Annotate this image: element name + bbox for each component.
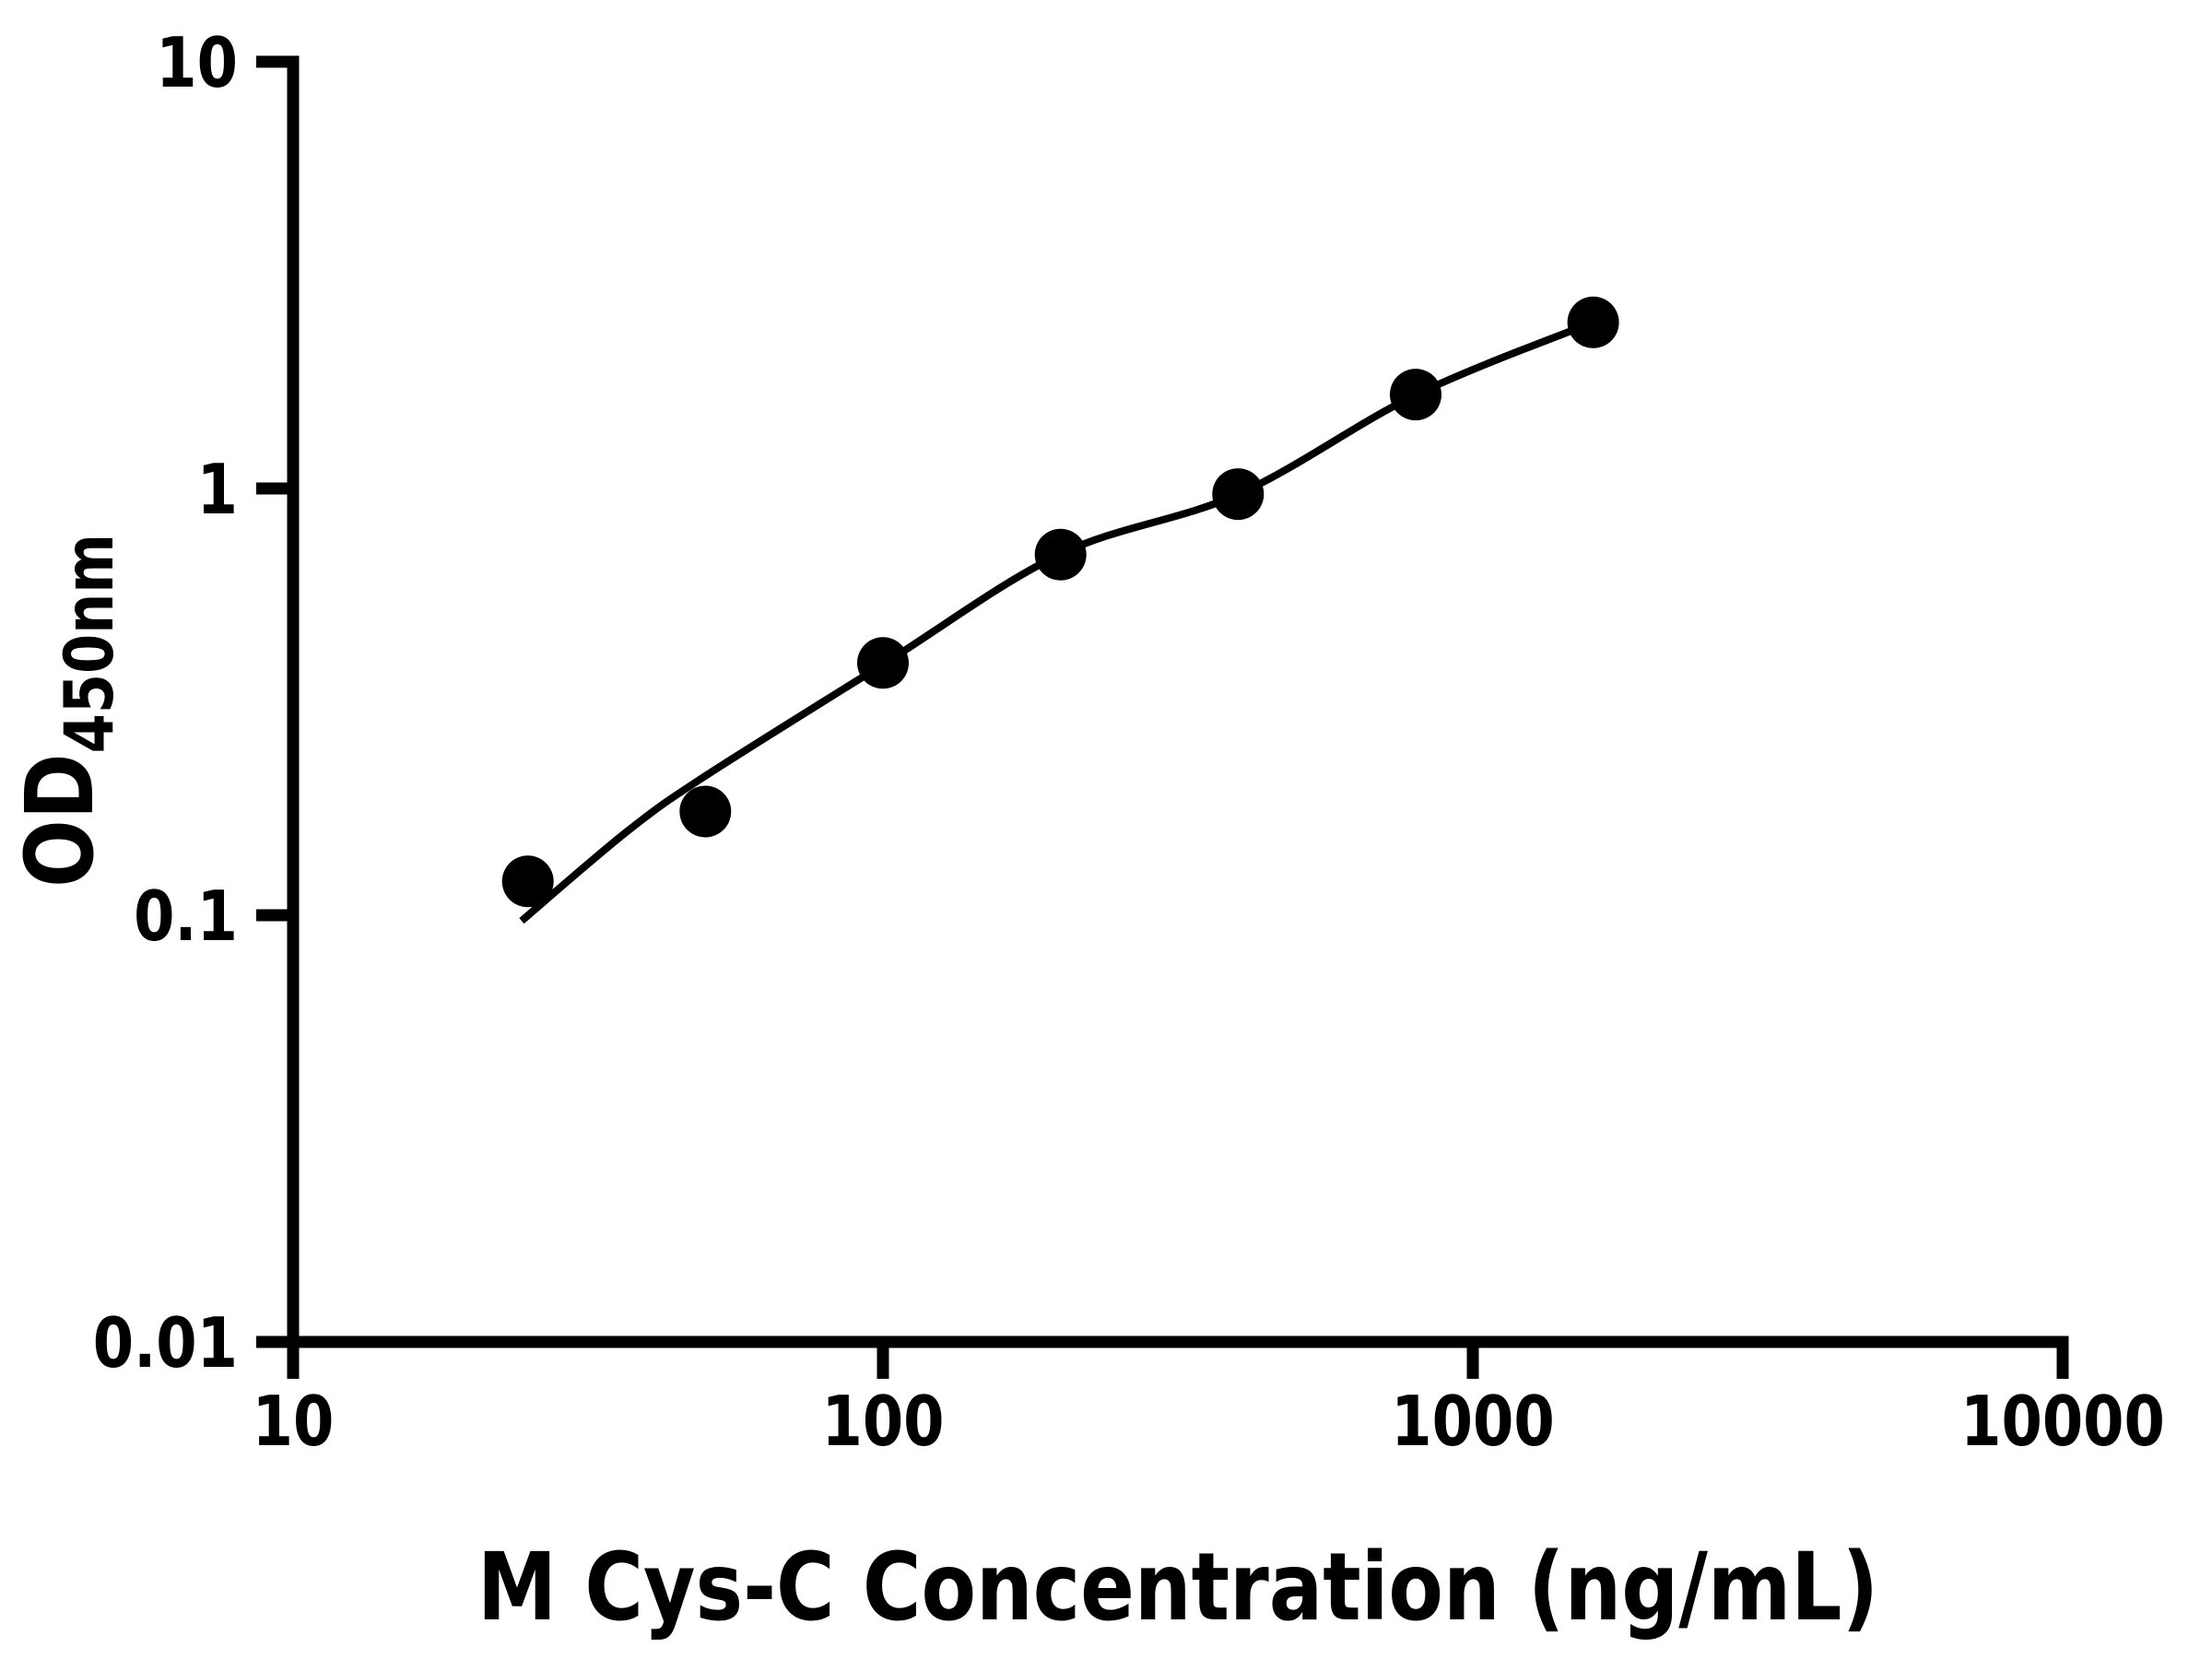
y-axis-title: OD450nm <box>6 534 128 888</box>
y-tick-label: 1 <box>197 450 238 530</box>
data-point-layer <box>501 296 1619 908</box>
y-tick-label: 0.01 <box>93 1303 238 1383</box>
tick-layer: 0.01 0.1 1 10 10 100 1000 10000 <box>93 23 2165 1462</box>
data-point <box>857 637 909 689</box>
axes-layer <box>287 55 2069 1348</box>
x-tick-label: 10000 <box>1960 1382 2165 1462</box>
x-tick-label: 1000 <box>1391 1382 1554 1462</box>
data-point <box>1567 296 1619 348</box>
y-axis-title-main: OD <box>6 753 115 888</box>
data-point <box>1034 528 1087 581</box>
x-tick-label: 10 <box>253 1382 335 1462</box>
data-point <box>501 855 554 908</box>
y-axis-title-subscript: 450nm <box>50 534 128 753</box>
y-tick-label: 0.1 <box>134 877 238 957</box>
x-axis-title: M Cys-C Concentration (ng/mL) <box>477 1533 1878 1642</box>
data-point <box>1390 369 1441 421</box>
x-tick-label: 100 <box>821 1382 944 1462</box>
y-tick-label: 10 <box>156 23 238 103</box>
data-point <box>1212 468 1265 521</box>
data-point <box>679 785 732 838</box>
